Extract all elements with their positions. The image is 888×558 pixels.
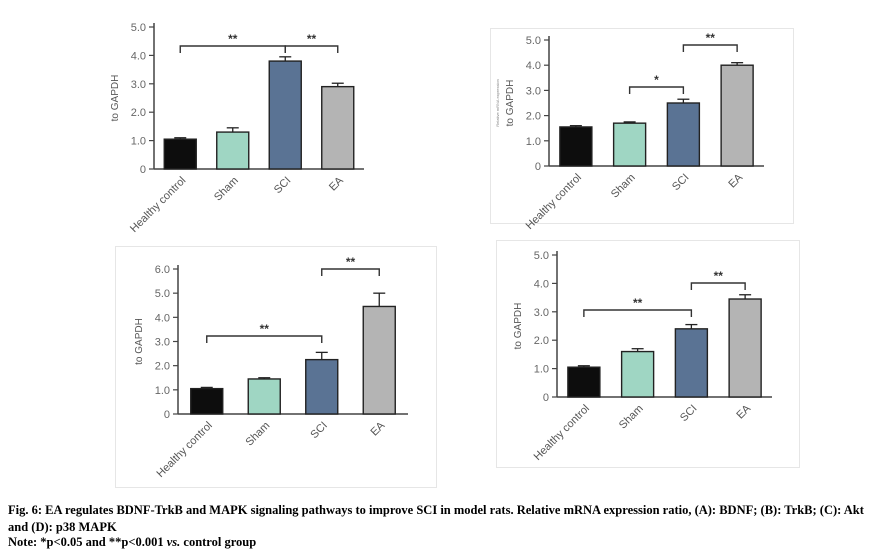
significance-bracket — [628, 86, 685, 94]
note-suffix: control group — [180, 535, 257, 549]
y-tick-label: 5.0 — [131, 22, 146, 34]
y-tick-label: 1.0 — [131, 136, 146, 148]
y-axis-label: to GAPDH — [110, 75, 121, 122]
x-tick-label: SCI — [272, 175, 293, 196]
x-tick-label: EA — [726, 171, 745, 190]
y-tick-label: 5.0 — [534, 250, 549, 262]
y-tick-label: 4.0 — [526, 60, 541, 72]
significance-bracket — [321, 268, 380, 276]
y-tick-label: 2.0 — [155, 361, 170, 373]
y-tick-label: 2.0 — [131, 107, 146, 119]
y-tick-label: 3.0 — [155, 337, 170, 349]
y-tick-label: 6.0 — [155, 264, 170, 276]
y-tick-label: 1.0 — [155, 385, 170, 397]
chart-panel-b: 0 1.0 2.0 3.0 4.0 5.0 to GAPDH Relative mRNA ex… — [490, 28, 794, 232]
x-tick-label: Healthy control — [128, 175, 188, 235]
bar-sham — [216, 131, 250, 170]
y-tick-label: 1.0 — [534, 364, 549, 376]
bar-sci — [666, 102, 701, 167]
y-tick-label: 4.0 — [131, 50, 146, 62]
significance-label: ** — [706, 31, 716, 45]
bar-ea — [362, 305, 396, 415]
y-tick-label: 0 — [140, 164, 146, 176]
y-tick-label: 2.0 — [526, 111, 541, 123]
x-tick-label: Sham — [609, 172, 638, 201]
bar-sham — [620, 350, 655, 398]
x-tick-label: EA — [327, 174, 346, 193]
bar-healthy-control — [163, 138, 197, 170]
y-tick-label: 0 — [543, 392, 549, 404]
chart-panel-c: 0 1.0 2.0 3.0 4.0 5.0 6.0 to GAPDH Healthy contr… — [115, 246, 437, 488]
x-tick-label: SCI — [308, 420, 329, 441]
significance-label: ** — [714, 269, 724, 283]
side-note-label: Relative mRNA expression — [495, 79, 500, 127]
significance-bracket — [206, 335, 323, 343]
bar-healthy-control — [567, 366, 601, 398]
bar-chart-b: 0 1.0 2.0 3.0 4.0 5.0 to GAPDH Relative mRNA ex… — [495, 31, 764, 232]
y-tick-label: 0 — [535, 161, 541, 173]
x-tick-label: EA — [734, 402, 753, 421]
y-tick-label: 3.0 — [526, 85, 541, 97]
bar-sham — [247, 378, 281, 415]
y-axis-label: to GAPDH — [505, 80, 516, 127]
x-tick-label: SCI — [678, 403, 699, 424]
significance-label: ** — [307, 32, 317, 46]
note-prefix: Note: *p<0.05 and **p<0.001 — [8, 535, 167, 549]
significance-bracket — [179, 45, 286, 53]
bar-chart-c: 0 1.0 2.0 3.0 4.0 5.0 6.0 to GAPDH Healthy contr… — [134, 255, 408, 480]
bar-ea — [728, 298, 762, 398]
x-tick-label: Healthy control — [532, 403, 592, 463]
x-tick-label: EA — [369, 419, 388, 438]
bar-chart-a: 0 1.0 2.0 3.0 4.0 5.0 to GAPDH Healthy control S… — [110, 22, 364, 235]
y-tick-label: 3.0 — [534, 307, 549, 319]
y-tick-label: 2.0 — [534, 335, 549, 347]
x-tick-label: SCI — [670, 172, 691, 193]
y-tick-label: 1.0 — [526, 136, 541, 148]
significance-label: ** — [633, 296, 643, 310]
significance-bracket — [284, 45, 339, 53]
bar-ea — [720, 64, 754, 167]
y-tick-label: 4.0 — [534, 278, 549, 290]
significance-label: ** — [260, 322, 270, 336]
note-vs: vs. — [166, 535, 181, 549]
y-axis-label: to GAPDH — [134, 318, 145, 365]
y-tick-label: 4.0 — [155, 312, 170, 324]
bar-sci — [305, 358, 339, 415]
bar-ea — [321, 85, 355, 170]
bar-healthy-control — [190, 387, 224, 415]
figure-note: Note: *p<0.05 and **p<0.001 vs. control … — [8, 534, 884, 551]
y-tick-label: 5.0 — [526, 35, 541, 47]
y-tick-label: 0 — [164, 409, 170, 421]
significance-label: ** — [228, 32, 238, 46]
bar-chart-d: 0 1.0 2.0 3.0 4.0 5.0 to GAPDH Healthy control S… — [513, 250, 772, 463]
x-tick-label: Sham — [244, 420, 273, 449]
significance-bracket — [682, 44, 738, 52]
y-tick-label: 3.0 — [131, 79, 146, 91]
bar-sci — [674, 328, 709, 398]
chart-panel-d: 0 1.0 2.0 3.0 4.0 5.0 to GAPDH Healthy control S… — [496, 240, 800, 468]
x-tick-label: Sham — [212, 175, 241, 204]
bar-healthy-control — [559, 126, 593, 167]
significance-bracket — [583, 309, 693, 317]
x-tick-label: Sham — [617, 403, 646, 432]
bar-sham — [612, 122, 647, 167]
figure-caption: Fig. 6: EA regulates BDNF-TrkB and MAPK … — [8, 503, 864, 534]
significance-label: ** — [346, 255, 356, 269]
significance-label: * — [654, 73, 659, 87]
x-tick-label: Healthy control — [524, 172, 584, 232]
bar-sci — [268, 60, 302, 170]
x-tick-label: Healthy control — [155, 420, 215, 480]
y-axis-label: to GAPDH — [513, 303, 524, 350]
significance-bracket — [690, 282, 746, 290]
chart-panel-a: 0 1.0 2.0 3.0 4.0 5.0 to GAPDH Healthy control S… — [96, 8, 396, 240]
y-tick-label: 5.0 — [155, 288, 170, 300]
